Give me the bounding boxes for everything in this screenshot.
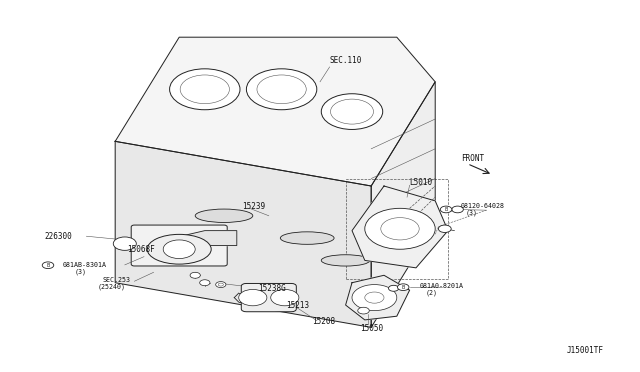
Circle shape bbox=[440, 206, 452, 213]
Circle shape bbox=[216, 282, 226, 288]
Text: 15213: 15213 bbox=[286, 301, 309, 310]
FancyBboxPatch shape bbox=[241, 283, 296, 312]
Circle shape bbox=[352, 285, 397, 311]
Text: 15050: 15050 bbox=[360, 324, 383, 333]
Polygon shape bbox=[346, 275, 410, 320]
Polygon shape bbox=[115, 37, 435, 186]
Circle shape bbox=[365, 208, 435, 249]
Circle shape bbox=[239, 289, 267, 306]
Text: (25240): (25240) bbox=[97, 284, 125, 291]
Circle shape bbox=[170, 69, 240, 110]
Circle shape bbox=[163, 240, 195, 259]
Text: B: B bbox=[401, 285, 405, 290]
Polygon shape bbox=[115, 141, 371, 327]
FancyBboxPatch shape bbox=[131, 225, 227, 266]
Polygon shape bbox=[371, 82, 435, 327]
Text: 15239: 15239 bbox=[242, 202, 265, 211]
Text: B: B bbox=[46, 263, 50, 268]
Circle shape bbox=[452, 206, 463, 213]
Circle shape bbox=[42, 262, 54, 269]
Circle shape bbox=[190, 272, 200, 278]
Text: J15001TF: J15001TF bbox=[566, 346, 604, 355]
Ellipse shape bbox=[280, 232, 334, 244]
Text: 08120-64028: 08120-64028 bbox=[461, 203, 505, 209]
Circle shape bbox=[397, 284, 409, 291]
Text: (3): (3) bbox=[466, 209, 478, 216]
Circle shape bbox=[381, 218, 419, 240]
Circle shape bbox=[200, 280, 210, 286]
Circle shape bbox=[113, 237, 136, 250]
Circle shape bbox=[246, 69, 317, 110]
Circle shape bbox=[180, 75, 230, 104]
Circle shape bbox=[438, 225, 451, 232]
Polygon shape bbox=[352, 186, 448, 268]
Text: 15208: 15208 bbox=[312, 317, 335, 326]
Circle shape bbox=[257, 75, 307, 104]
Text: (3): (3) bbox=[75, 268, 87, 275]
Text: 081A0-8201A: 081A0-8201A bbox=[420, 283, 464, 289]
Ellipse shape bbox=[195, 209, 253, 222]
Text: 081AB-8301A: 081AB-8301A bbox=[63, 262, 107, 268]
Circle shape bbox=[365, 292, 384, 303]
Ellipse shape bbox=[147, 234, 211, 264]
Text: SEC.253: SEC.253 bbox=[102, 277, 131, 283]
Text: 15238G: 15238G bbox=[258, 284, 285, 293]
Ellipse shape bbox=[321, 255, 370, 266]
Text: 15068F: 15068F bbox=[127, 246, 154, 254]
Text: L5010: L5010 bbox=[410, 178, 433, 187]
Text: 226300: 226300 bbox=[45, 232, 72, 241]
Circle shape bbox=[330, 99, 374, 124]
Circle shape bbox=[218, 283, 223, 286]
Bar bbox=[346, 179, 448, 279]
Text: SEC.110: SEC.110 bbox=[330, 56, 362, 65]
Text: B: B bbox=[444, 207, 448, 212]
Circle shape bbox=[271, 289, 299, 306]
Polygon shape bbox=[173, 231, 237, 249]
Circle shape bbox=[388, 285, 399, 291]
Text: (2): (2) bbox=[426, 289, 438, 296]
Circle shape bbox=[358, 307, 369, 314]
Text: FRONT: FRONT bbox=[461, 154, 484, 163]
Circle shape bbox=[321, 94, 383, 129]
